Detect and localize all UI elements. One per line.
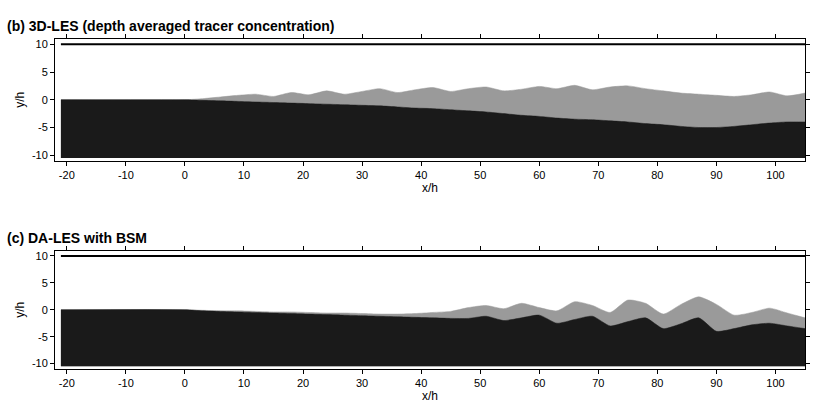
svg-text:70: 70 — [592, 169, 604, 181]
svg-text:-20: -20 — [59, 377, 75, 389]
svg-text:x/h: x/h — [422, 181, 438, 195]
svg-text:y/h: y/h — [13, 92, 27, 108]
svg-text:0: 0 — [42, 94, 48, 106]
svg-text:40: 40 — [415, 377, 427, 389]
svg-text:5: 5 — [42, 66, 48, 78]
svg-text:5: 5 — [42, 277, 48, 289]
svg-text:10: 10 — [238, 169, 250, 181]
svg-text:10: 10 — [36, 38, 48, 50]
svg-text:(c) DA-LES with BSM: (c) DA-LES with BSM — [7, 230, 147, 246]
svg-text:40: 40 — [415, 169, 427, 181]
svg-text:10: 10 — [238, 377, 250, 389]
svg-text:0: 0 — [182, 377, 188, 389]
svg-text:0: 0 — [42, 304, 48, 316]
svg-text:-10: -10 — [118, 169, 134, 181]
svg-text:30: 30 — [356, 377, 368, 389]
svg-text:0: 0 — [182, 169, 188, 181]
svg-text:80: 80 — [651, 377, 663, 389]
svg-text:20: 20 — [297, 377, 309, 389]
svg-text:10: 10 — [36, 250, 48, 262]
svg-text:-10: -10 — [32, 149, 48, 161]
svg-text:y/h: y/h — [13, 302, 27, 318]
svg-text:x/h: x/h — [422, 389, 438, 403]
svg-text:50: 50 — [474, 169, 486, 181]
svg-text:-10: -10 — [118, 377, 134, 389]
svg-text:80: 80 — [651, 169, 663, 181]
svg-text:100: 100 — [766, 377, 784, 389]
svg-text:60: 60 — [533, 377, 545, 389]
svg-text:30: 30 — [356, 169, 368, 181]
svg-text:70: 70 — [592, 377, 604, 389]
svg-text:20: 20 — [297, 169, 309, 181]
svg-text:100: 100 — [766, 169, 784, 181]
svg-text:-10: -10 — [32, 357, 48, 369]
svg-text:90: 90 — [710, 377, 722, 389]
svg-text:-5: -5 — [38, 121, 48, 133]
svg-text:(b) 3D-LES (depth averaged tra: (b) 3D-LES (depth averaged tracer concen… — [7, 18, 335, 34]
svg-text:90: 90 — [710, 169, 722, 181]
svg-text:-20: -20 — [59, 169, 75, 181]
svg-text:50: 50 — [474, 377, 486, 389]
svg-text:-5: -5 — [38, 331, 48, 343]
svg-text:60: 60 — [533, 169, 545, 181]
